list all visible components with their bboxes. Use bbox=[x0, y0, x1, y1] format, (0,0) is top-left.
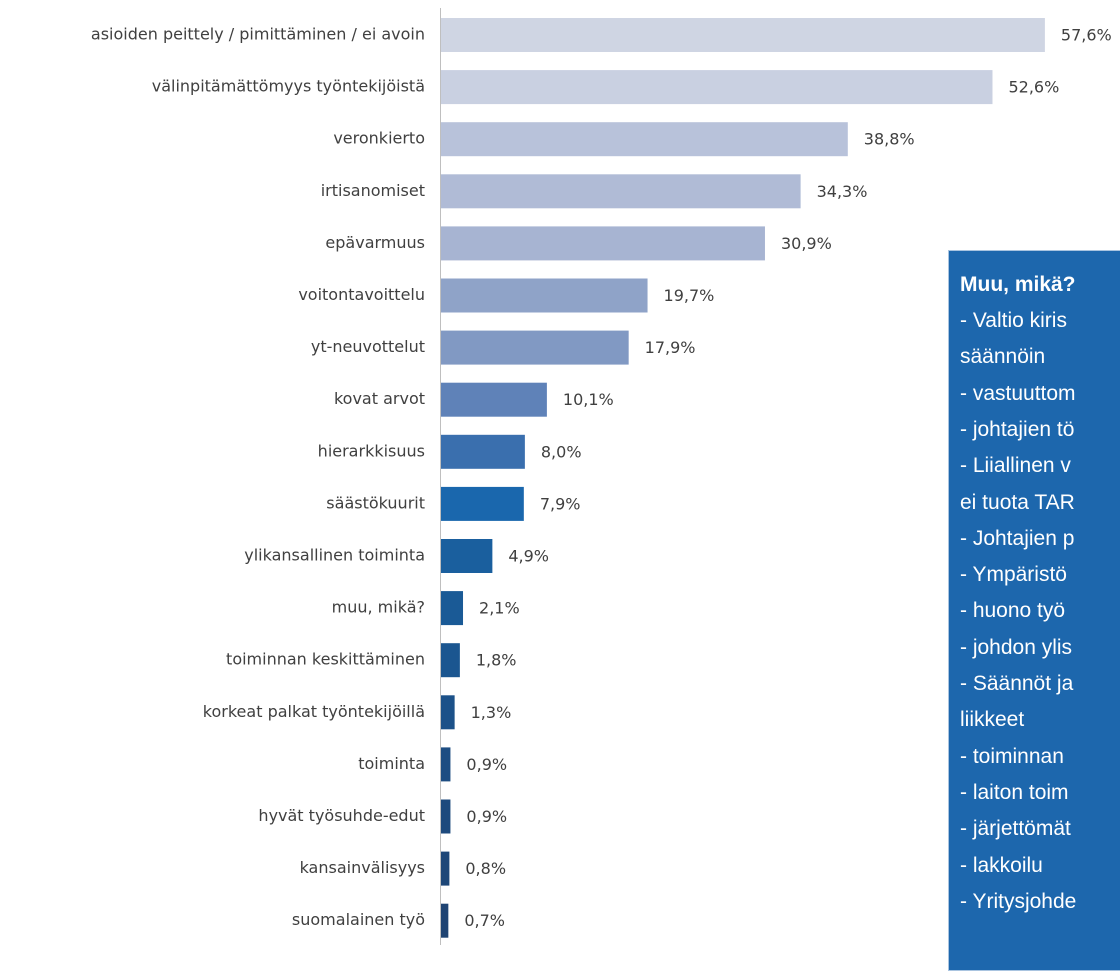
category-label: toiminnan keskittäminen bbox=[226, 650, 425, 669]
text-box-line: - Johtajien p bbox=[960, 526, 1075, 550]
text-box-line: - Valtio kiris bbox=[960, 309, 1067, 332]
bar bbox=[441, 539, 493, 573]
bar bbox=[441, 18, 1045, 52]
category-label: hyvät työsuhde-edut bbox=[258, 806, 425, 825]
value-label: 0,9% bbox=[466, 755, 507, 774]
bar bbox=[441, 278, 648, 313]
value-label: 4,9% bbox=[508, 547, 549, 566]
value-label: 52,6% bbox=[1008, 78, 1059, 97]
bar bbox=[441, 695, 455, 730]
value-label: 38,8% bbox=[864, 130, 915, 149]
bar bbox=[441, 382, 547, 417]
text-box-line: - Säännöt ja bbox=[960, 672, 1074, 695]
category-label: veronkierto bbox=[333, 129, 425, 148]
value-label: 8,0% bbox=[541, 442, 582, 461]
category-label: epävarmuus bbox=[325, 233, 425, 252]
value-label: 0,9% bbox=[466, 807, 507, 826]
bar bbox=[441, 70, 993, 105]
value-label: 7,9% bbox=[540, 494, 581, 513]
text-box-line: - johtajien tö bbox=[960, 417, 1075, 441]
text-box: Muu, mikä? - Valtio kiris säännöin - vastu… bbox=[948, 250, 1120, 971]
category-label: asioiden peittely / pimittäminen / ei av… bbox=[91, 25, 425, 44]
bar bbox=[441, 799, 451, 834]
bar bbox=[441, 643, 460, 678]
value-label: 10,1% bbox=[563, 390, 614, 409]
value-label: 17,9% bbox=[645, 338, 696, 357]
value-label: 1,3% bbox=[471, 703, 512, 722]
bar bbox=[441, 486, 524, 521]
text-box-line: - lakkoilu bbox=[960, 853, 1043, 877]
value-label: 57,6% bbox=[1061, 26, 1112, 45]
category-label: muu, mikä? bbox=[332, 598, 425, 617]
category-label: kansainvälisyys bbox=[300, 858, 425, 877]
text-box-line: - laiton toim bbox=[960, 780, 1069, 804]
text-box-line: säännöin bbox=[960, 345, 1046, 369]
bar bbox=[441, 122, 848, 157]
category-label: irtisanomiset bbox=[321, 181, 425, 200]
bar bbox=[441, 226, 765, 261]
bar bbox=[441, 330, 629, 365]
category-label: hierarkkisuus bbox=[318, 441, 425, 460]
text-box-line: - toiminnan bbox=[960, 744, 1064, 768]
text-box-line: - Liiallinen v bbox=[960, 454, 1071, 478]
text-box-line: - huono työ bbox=[960, 599, 1066, 623]
bar bbox=[441, 591, 464, 626]
value-label: 34,3% bbox=[817, 182, 868, 201]
text-box-line: - vastuuttom bbox=[960, 381, 1076, 405]
bar bbox=[441, 747, 451, 782]
text-box-line: liikkeet bbox=[960, 708, 1025, 732]
bar bbox=[441, 851, 450, 886]
bar bbox=[441, 903, 449, 938]
value-label: 30,9% bbox=[781, 234, 832, 253]
value-label: 0,7% bbox=[464, 911, 505, 930]
category-label: voitontavoittelu bbox=[298, 285, 425, 304]
text-box-line: - johdon ylis bbox=[960, 635, 1073, 659]
value-label: 2,1% bbox=[479, 599, 520, 618]
text-box-line: - järjettömät bbox=[960, 817, 1071, 841]
value-label: 1,8% bbox=[476, 651, 517, 670]
text-box-line: - Ympäristö bbox=[960, 563, 1067, 587]
category-label: välinpitämättömyys työntekijöistä bbox=[152, 77, 425, 96]
category-label: suomalainen työ bbox=[292, 910, 425, 929]
category-label: säästökuurit bbox=[326, 493, 425, 512]
bar bbox=[441, 434, 525, 469]
category-label: yt-neuvottelut bbox=[311, 337, 425, 356]
value-label: 0,8% bbox=[465, 859, 506, 878]
value-label: 19,7% bbox=[664, 286, 715, 305]
category-label: toiminta bbox=[358, 754, 425, 773]
category-label: ylikansallinen toiminta bbox=[244, 546, 425, 565]
text-box-title: Muu, mikä? bbox=[960, 273, 1076, 296]
category-label: korkeat palkat työntekijöillä bbox=[203, 702, 425, 721]
text-box-line: - Yritysjohde bbox=[960, 889, 1077, 913]
category-label: kovat arvot bbox=[334, 389, 425, 408]
text-box-line: ei tuota TAR bbox=[960, 490, 1075, 514]
bar bbox=[441, 174, 801, 209]
